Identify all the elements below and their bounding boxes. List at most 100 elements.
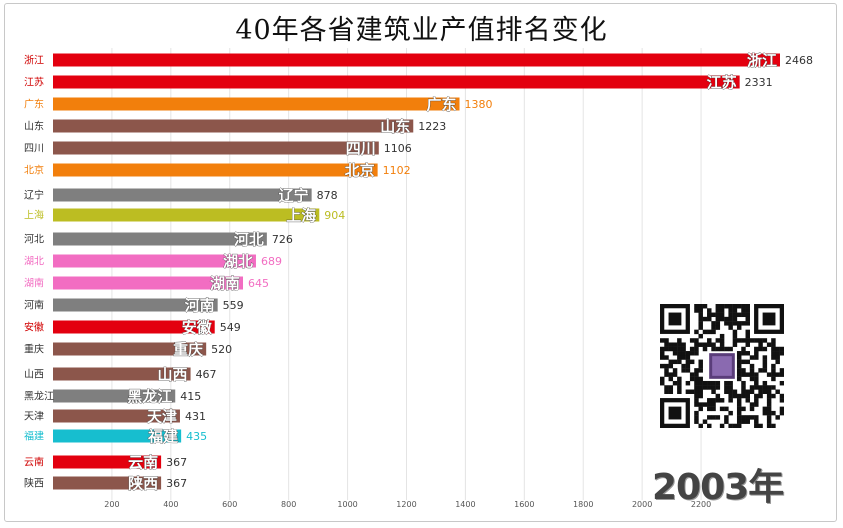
qr-module [681, 346, 686, 352]
category-label: 江苏 [24, 76, 44, 89]
qr-module [745, 359, 750, 365]
category-label: 陕西 [24, 477, 44, 490]
qr-module [664, 368, 669, 373]
qr-module [719, 398, 725, 403]
bar-name-label: 重庆 [173, 341, 203, 359]
qr-module [762, 359, 768, 365]
qr-module [664, 338, 669, 343]
qr-module [694, 351, 699, 356]
qr-finder-core [668, 406, 682, 420]
qr-module [754, 380, 759, 386]
bar [53, 320, 215, 334]
bar-name-label: 广东 [426, 96, 456, 114]
qr-module [724, 385, 729, 390]
bar [53, 342, 207, 356]
qr-module [736, 304, 742, 309]
bar-name-label: 浙江 [747, 52, 777, 70]
qr-module [754, 338, 759, 343]
qr-module [689, 351, 695, 356]
qr-module [749, 363, 755, 369]
qr-module [745, 308, 750, 313]
qr-module [698, 363, 703, 369]
category-label: 湖南 [24, 277, 44, 290]
qr-module [758, 342, 763, 347]
qr-module [694, 402, 699, 407]
qr-module [707, 385, 712, 390]
value-label: 2331 [745, 76, 773, 89]
value-label: 904 [324, 209, 345, 222]
qr-module [732, 304, 738, 309]
value-label: 2468 [785, 54, 813, 67]
qr-module [736, 312, 742, 318]
qr-module [754, 372, 759, 377]
bar-name-label: 山东 [380, 118, 410, 136]
category-label: 北京 [24, 164, 44, 177]
qr-module [754, 402, 759, 407]
qr-module [745, 312, 750, 318]
qr-module [698, 423, 703, 428]
qr-module [660, 363, 665, 369]
qr-module [664, 385, 669, 390]
x-tick-label: 1400 [455, 500, 475, 509]
qr-module [724, 406, 729, 412]
qr-module [749, 385, 755, 390]
qr-module [745, 304, 750, 309]
qr-module [732, 338, 738, 343]
qr-module [681, 363, 686, 369]
category-label: 安徽 [24, 321, 44, 334]
qr-module [715, 380, 721, 386]
qr-module [766, 402, 772, 407]
qr-module [779, 372, 784, 377]
qr-module [741, 346, 746, 352]
qr-module [741, 351, 746, 356]
qr-module [711, 380, 716, 386]
qr-module [741, 415, 746, 420]
qr-module [694, 376, 699, 382]
qr-module [715, 415, 721, 420]
chart-title: 40年各省建筑业产值排名变化 [235, 15, 608, 46]
qr-module [736, 398, 742, 403]
category-label: 河南 [24, 299, 44, 312]
qr-module [758, 389, 763, 394]
qr-module [766, 419, 772, 424]
qr-module [736, 415, 742, 420]
qr-module [771, 423, 776, 428]
qr-module [660, 338, 665, 343]
value-label: 520 [211, 343, 232, 356]
qr-module [668, 385, 674, 390]
qr-module [766, 423, 772, 428]
qr-module [762, 380, 768, 386]
qr-module [660, 380, 665, 386]
qr-module [694, 342, 699, 347]
value-label: 435 [186, 430, 207, 443]
qr-module [728, 316, 733, 322]
qr-module [758, 338, 763, 343]
qr-module [677, 355, 682, 360]
qr-module [779, 351, 784, 356]
bar [53, 119, 414, 133]
qr-module [719, 346, 725, 352]
category-label: 上海 [24, 209, 44, 222]
qr-module [660, 346, 665, 352]
qr-module [694, 308, 699, 313]
bar [53, 429, 182, 443]
qr-module [771, 363, 776, 369]
qr-module [728, 389, 733, 394]
bar [53, 188, 312, 202]
qr-module [664, 372, 669, 377]
qr-module [677, 351, 682, 356]
x-tick-label: 1800 [573, 500, 593, 509]
qr-module [745, 338, 750, 343]
qr-module [719, 423, 725, 428]
qr-module [728, 312, 733, 318]
qr-module [689, 372, 695, 377]
qr-module [775, 355, 780, 360]
bar [53, 232, 267, 246]
qr-module [736, 363, 742, 369]
qr-module [694, 368, 699, 373]
qr-module [685, 363, 691, 369]
qr-module [702, 304, 708, 309]
bar-name-label: 湖南 [210, 275, 240, 293]
qr-module [745, 333, 750, 339]
qr-module [758, 346, 763, 352]
